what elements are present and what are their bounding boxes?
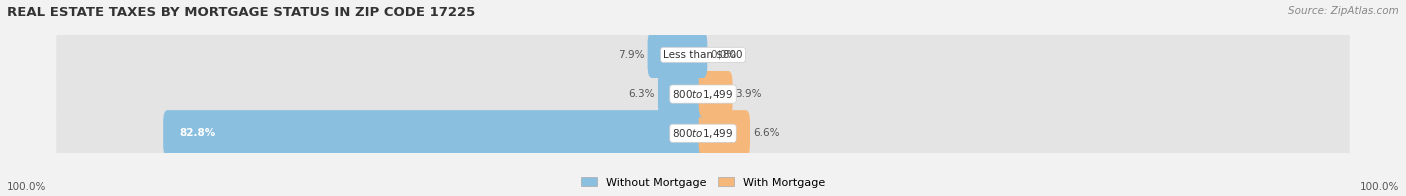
Text: $800 to $1,499: $800 to $1,499: [672, 127, 734, 140]
Text: Less than $800: Less than $800: [664, 50, 742, 60]
Text: Source: ZipAtlas.com: Source: ZipAtlas.com: [1288, 6, 1399, 16]
FancyBboxPatch shape: [56, 106, 1350, 160]
Text: 100.0%: 100.0%: [7, 182, 46, 192]
Text: 6.3%: 6.3%: [628, 89, 655, 99]
FancyBboxPatch shape: [56, 67, 1350, 121]
FancyBboxPatch shape: [699, 110, 749, 156]
Text: $800 to $1,499: $800 to $1,499: [672, 88, 734, 101]
Text: 7.9%: 7.9%: [619, 50, 645, 60]
Legend: Without Mortgage, With Mortgage: Without Mortgage, With Mortgage: [576, 173, 830, 192]
Text: REAL ESTATE TAXES BY MORTGAGE STATUS IN ZIP CODE 17225: REAL ESTATE TAXES BY MORTGAGE STATUS IN …: [7, 6, 475, 19]
Text: 0.0%: 0.0%: [710, 50, 737, 60]
FancyBboxPatch shape: [658, 71, 707, 117]
Text: 3.9%: 3.9%: [735, 89, 762, 99]
FancyBboxPatch shape: [648, 32, 707, 78]
Text: 82.8%: 82.8%: [179, 128, 215, 138]
FancyBboxPatch shape: [699, 71, 733, 117]
FancyBboxPatch shape: [56, 28, 1350, 82]
FancyBboxPatch shape: [163, 110, 707, 156]
Text: 6.6%: 6.6%: [752, 128, 779, 138]
Text: 100.0%: 100.0%: [1360, 182, 1399, 192]
